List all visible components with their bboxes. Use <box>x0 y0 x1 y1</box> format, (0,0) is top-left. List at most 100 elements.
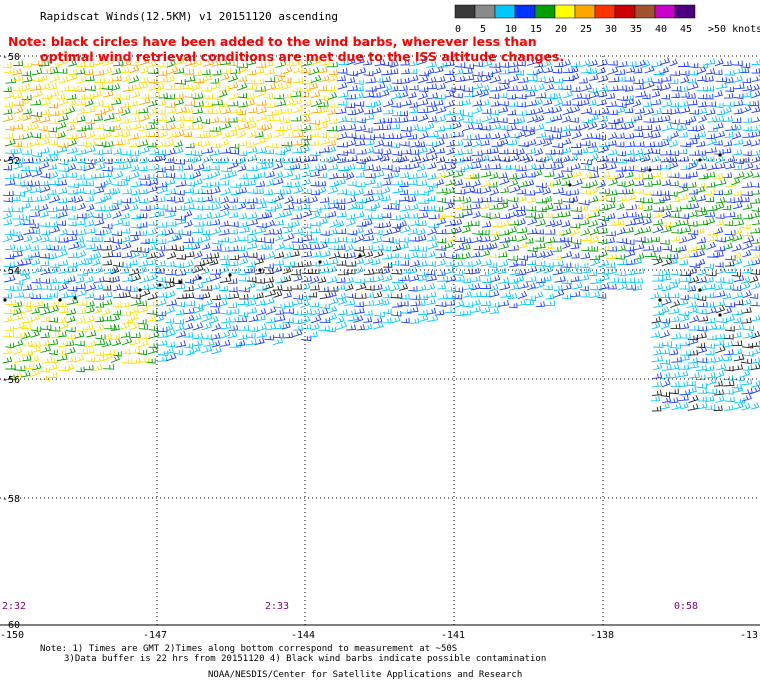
wind-barb <box>724 131 734 138</box>
wind-barb <box>157 130 169 139</box>
wind-barb <box>76 258 87 266</box>
wind-barb <box>335 316 345 324</box>
wind-barb <box>443 109 455 116</box>
wind-barb <box>527 163 537 171</box>
wind-barb <box>687 349 699 356</box>
wind-barb <box>542 138 553 147</box>
wind-barb <box>193 294 204 300</box>
wind-barb <box>328 202 340 210</box>
wind-barb <box>346 324 357 331</box>
wind-barb <box>292 298 303 306</box>
wind-barb <box>327 108 336 115</box>
wind-barb <box>138 266 148 274</box>
wind-barb <box>93 114 103 122</box>
wind-barb <box>111 314 121 322</box>
wind-barb <box>461 225 471 234</box>
wind-barb <box>347 109 357 116</box>
wind-barb <box>687 386 697 394</box>
wind-barb <box>752 172 760 178</box>
wind-barb <box>506 235 517 242</box>
wind-barb <box>409 59 418 67</box>
wind-barb <box>128 259 138 266</box>
wind-barb <box>461 155 472 162</box>
wind-barb <box>706 377 717 386</box>
wind-barb <box>93 355 105 363</box>
wind-barb <box>742 350 754 357</box>
wind-barb <box>416 125 427 132</box>
wind-barb <box>103 212 112 220</box>
wind-barb <box>472 187 482 194</box>
wind-barb <box>121 107 131 116</box>
wind-barb <box>111 139 124 146</box>
wind-barb <box>677 185 689 194</box>
wind-barb <box>256 113 268 122</box>
wind-barb <box>238 92 247 99</box>
wind-barb <box>399 141 410 147</box>
wind-barb <box>669 191 678 197</box>
wind-barb <box>480 306 491 314</box>
wind-barb <box>128 100 139 108</box>
wind-barb <box>704 317 716 324</box>
wind-barb <box>652 171 662 177</box>
wind-barb <box>211 142 221 149</box>
wind-barb <box>211 323 222 332</box>
wind-barb <box>165 206 177 212</box>
wind-barb <box>455 310 465 317</box>
wind-barb <box>373 229 383 236</box>
wind-barb <box>57 142 69 149</box>
wind-barb <box>489 266 500 276</box>
wind-barb <box>740 157 750 163</box>
wind-barb <box>750 281 760 290</box>
wind-barb <box>292 329 303 338</box>
wind-barb <box>749 100 760 107</box>
wind-barb <box>616 123 627 131</box>
wind-barb <box>308 66 320 76</box>
wind-barb <box>418 113 429 123</box>
wind-barb <box>706 283 716 290</box>
wind-barb <box>111 333 121 340</box>
wind-barb <box>641 212 651 219</box>
wind-barb <box>103 364 115 370</box>
wind-barb <box>416 228 426 236</box>
wind-barb <box>300 124 312 132</box>
wind-barb <box>237 116 246 123</box>
wind-barb <box>110 203 120 211</box>
wind-barb <box>76 76 88 84</box>
wind-barb <box>479 99 490 107</box>
lon-labels: -150 -147 -144 -141 -138 -13 <box>0 630 758 641</box>
wind-barb <box>247 218 259 227</box>
wind-barb <box>437 283 447 290</box>
wind-barb <box>704 58 716 66</box>
wind-barb <box>416 146 428 154</box>
wind-barb <box>714 339 725 346</box>
wind-barb <box>302 323 312 330</box>
wind-barb <box>202 93 214 100</box>
wind-barb <box>94 156 105 163</box>
wind-barb <box>111 275 121 283</box>
wind-barb <box>284 332 294 339</box>
wind-barb <box>668 348 679 356</box>
wind-barb <box>427 152 438 161</box>
wind-barb <box>633 188 645 194</box>
wind-barb <box>156 355 168 362</box>
wind-barb <box>723 172 733 179</box>
wind-barb <box>274 276 287 284</box>
wind-barb <box>409 259 420 268</box>
wind-barb <box>21 305 33 314</box>
wind-barb <box>569 66 579 74</box>
wind-barb <box>634 179 645 187</box>
wind-barb <box>200 276 212 284</box>
wind-barb <box>741 307 752 314</box>
wind-barb <box>653 300 664 308</box>
wind-barb <box>686 300 697 308</box>
red-note-line1: Note: black circles have been added to t… <box>8 34 537 49</box>
wind-barb <box>220 196 230 204</box>
wind-barb <box>283 66 293 75</box>
wind-barb <box>130 273 142 282</box>
wind-barb <box>725 314 736 323</box>
wind-barb <box>265 170 275 179</box>
wind-barb <box>562 283 572 291</box>
wind-barb <box>346 195 357 204</box>
wind-barb <box>122 85 134 92</box>
wind-barb <box>643 107 655 116</box>
